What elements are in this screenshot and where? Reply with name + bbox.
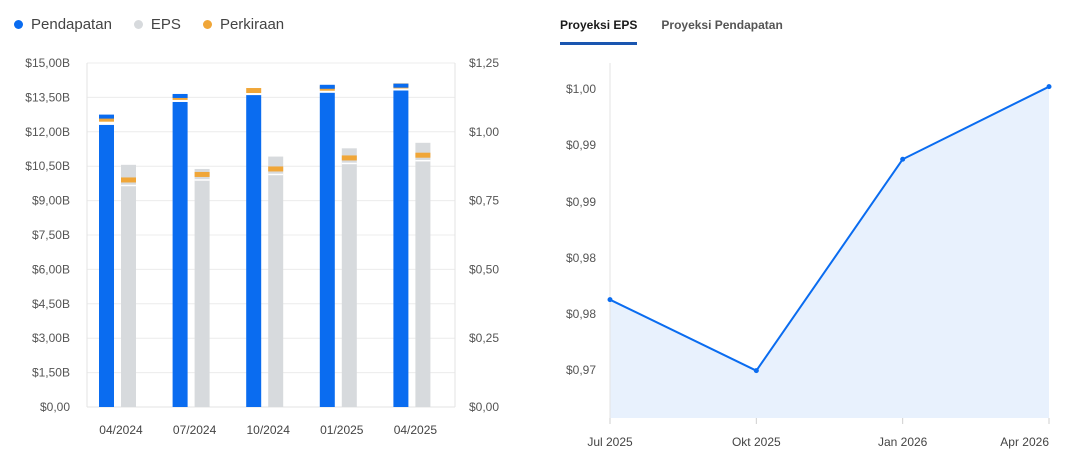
x-tick-label: 10/2024 — [247, 423, 291, 437]
legend-label-eps: EPS — [150, 16, 181, 33]
y-right-tick-label: $1,00 — [469, 125, 499, 139]
x-tick-label: Jul 2025 — [587, 435, 633, 449]
y-right-tick-label: $0,25 — [469, 331, 499, 345]
bar-eps-estimate — [415, 152, 431, 158]
y-left-tick-label: $7,50B — [32, 228, 70, 242]
x-tick-label: 01/2025 — [320, 423, 364, 437]
y-left-tick-label: $10,50B — [25, 159, 70, 173]
bar-pendapatan-top — [172, 93, 188, 98]
legend-item-pendapatan[interactable]: Pendapatan — [14, 16, 112, 33]
series-line — [609, 85, 1050, 372]
bar-pendapatan-top — [393, 83, 409, 88]
bar-pendapatan-top — [99, 114, 114, 119]
legend-dot-perkiraan — [202, 20, 212, 29]
y-tick-label: $0,99 — [566, 138, 596, 152]
x-tick-label: Jan 2026 — [878, 435, 928, 449]
bar-eps-estimate — [341, 155, 357, 161]
legend-dot-eps — [133, 20, 143, 29]
area-fill — [610, 86, 1049, 419]
bar-pendapatan-estimate — [246, 88, 262, 94]
legend-item-eps[interactable]: EPS — [133, 16, 181, 33]
bar-eps — [341, 148, 357, 407]
y-left-tick-label: $9,00B — [32, 194, 70, 208]
bar-pendapatan — [319, 92, 335, 408]
y-tick-label: $0,98 — [566, 307, 596, 321]
y-right-tick-label: $0,50 — [469, 262, 499, 276]
y-left-tick-label: $13,50B — [25, 90, 70, 104]
bar-eps — [415, 142, 431, 408]
projection-tabs: Proyeksi EPS Proyeksi Pendapatan — [560, 10, 783, 45]
eps-projection-area-chart: $0,97 $0,98 $0,98 $0,99 $0,99 $1,00 Jul 2025 Ok… — [566, 63, 1052, 449]
bar-pendapatan — [99, 124, 114, 408]
x-tick-label: Apr 2026 — [1000, 435, 1049, 449]
bar-eps-estimate — [121, 177, 136, 183]
legend-dot-pendapatan — [14, 20, 23, 29]
x-tick-label: Okt 2025 — [732, 435, 781, 449]
bar-eps-estimate — [268, 166, 284, 172]
y-left-tick-label: $6,00B — [32, 262, 70, 276]
legend-label-pendapatan: Pendapatan — [31, 16, 112, 33]
bar-pendapatan-estimate — [99, 116, 114, 122]
y-tick-label: $1,00 — [566, 82, 596, 96]
y-tick-label: $0,99 — [566, 195, 596, 209]
chart-legend: Pendapatan EPS Perkiraan — [14, 16, 284, 33]
data-point — [607, 297, 613, 303]
bar-eps — [121, 164, 136, 407]
x-tick-label: 04/2025 — [394, 423, 438, 437]
y-right-tick-label: $0,75 — [469, 194, 499, 208]
x-tick-label: 04/2024 — [99, 423, 143, 437]
legend-label-perkiraan: Perkiraan — [219, 16, 285, 33]
bar-eps-estimate — [194, 171, 210, 177]
y-left-tick-label: $3,00B — [32, 331, 70, 345]
y-tick-label: $0,98 — [566, 251, 596, 265]
legend-item-perkiraan[interactable]: Perkiraan — [202, 16, 285, 33]
bar-pendapatan — [172, 101, 188, 407]
bar-pendapatan — [393, 90, 409, 408]
y-right-tick-label: $0,00 — [469, 400, 499, 414]
revenue-eps-bar-chart: $0,00 $1,50B $3,00B $4,50B $6,00B $7,50B $9,00… — [25, 56, 499, 437]
y-left-tick-label: $4,50B — [32, 297, 70, 311]
y-tick-label: $0,97 — [566, 363, 596, 377]
y-left-tick-label: $15,00B — [25, 56, 70, 70]
y-left-tick-label: $12,00B — [25, 125, 70, 139]
y-left-tick-label: $1,50B — [32, 366, 70, 380]
bar-eps — [268, 156, 284, 407]
x-tick-label: 07/2024 — [173, 423, 217, 437]
bar-eps — [194, 168, 210, 407]
bar-pendapatan — [246, 95, 262, 408]
data-point — [753, 368, 759, 374]
tab-proyeksi-eps[interactable]: Proyeksi EPS — [560, 10, 638, 45]
y-right-tick-label: $1,25 — [469, 56, 499, 70]
y-left-tick-label: $0,00 — [40, 400, 70, 414]
data-point — [900, 156, 906, 162]
data-point — [1046, 84, 1052, 90]
bar-pendapatan-top — [319, 84, 335, 89]
tab-proyeksi-pendapatan[interactable]: Proyeksi Pendapatan — [661, 18, 783, 32]
